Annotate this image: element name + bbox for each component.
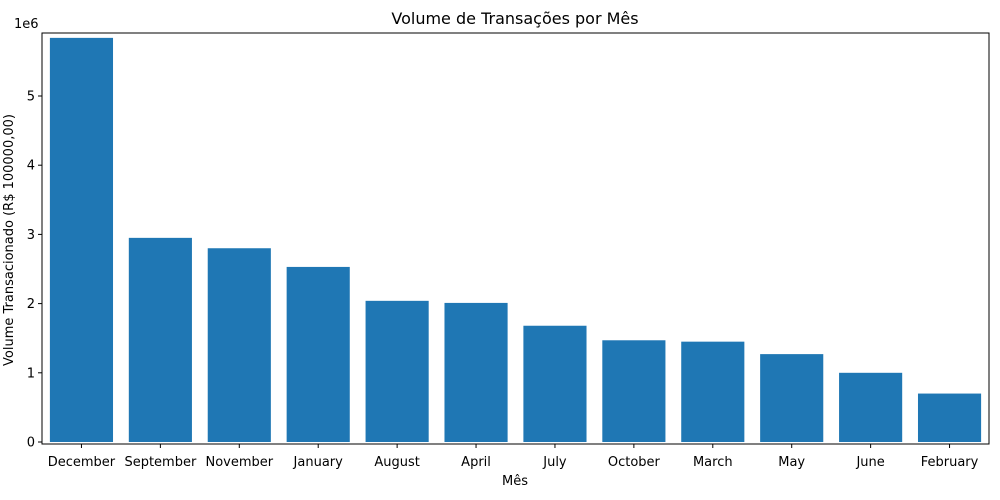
y-tick-label: 3: [27, 228, 35, 243]
x-tick-label: March: [693, 455, 733, 470]
y-tick-label: 4: [27, 159, 35, 174]
x-tick-label: September: [124, 455, 197, 470]
bars-group: [49, 37, 982, 443]
x-tick-label: October: [608, 455, 661, 470]
y-axis-label: Volume Transacionado (R$ 100000,00): [2, 114, 17, 366]
bar-july: [523, 325, 587, 442]
y-tick-label: 2: [27, 297, 35, 312]
bar-december: [49, 37, 114, 443]
bar-october: [602, 340, 666, 442]
x-tick-label: July: [542, 455, 567, 470]
x-tick-label: April: [461, 455, 491, 470]
y-axis-offset-label: 1e6: [14, 17, 39, 32]
y-tick-label: 1: [27, 366, 35, 381]
x-axis-label: Mês: [502, 474, 528, 489]
bar-january: [286, 266, 350, 442]
x-ticks-group: December September November January August Ap…: [48, 444, 979, 470]
bar-may: [760, 354, 824, 442]
bar-august: [365, 300, 429, 442]
bar-april: [444, 302, 508, 442]
x-tick-label: December: [48, 455, 116, 470]
x-tick-label: February: [921, 455, 979, 470]
y-tick-label: 5: [27, 90, 35, 105]
bar-february: [917, 393, 982, 442]
plot-frame: [41, 32, 990, 445]
chart-title: Volume de Transações por Mês: [391, 9, 638, 28]
bar-june: [839, 372, 903, 442]
bar-september: [128, 237, 192, 442]
bar-november: [207, 248, 271, 442]
x-tick-label: January: [293, 455, 344, 470]
y-tick-label: 0: [27, 436, 35, 451]
x-tick-label: June: [855, 455, 884, 470]
x-tick-label: May: [778, 455, 805, 470]
y-ticks-group: 0 1 2 3 4 5: [27, 90, 42, 451]
bar-march: [681, 341, 745, 442]
x-tick-label: November: [205, 455, 273, 470]
x-tick-label: August: [374, 455, 420, 470]
